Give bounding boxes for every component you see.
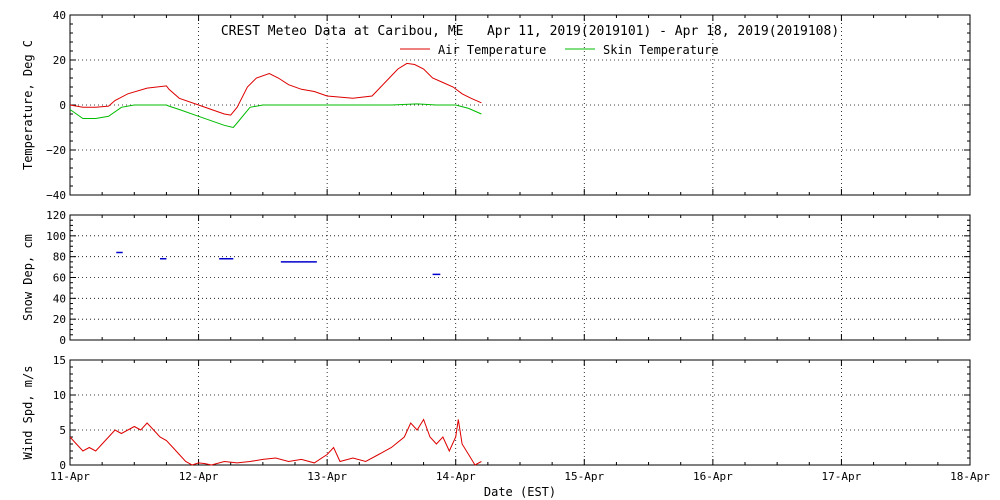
wind-speed-line	[69, 418, 482, 466]
y-tick-label: 0	[59, 99, 66, 112]
y-tick-label: 60	[53, 272, 66, 285]
y-axis-label: Wind Spd, m/s	[21, 366, 35, 460]
x-tick-label: 13-Apr	[307, 470, 347, 483]
y-axis-label: Temperature, Deg C	[21, 40, 35, 170]
skin-temperature-line	[69, 103, 482, 129]
y-tick-label: 120	[46, 209, 66, 222]
legend-label: Air Temperature	[438, 43, 546, 57]
x-tick-label: 18-Apr	[950, 470, 990, 483]
y-axis-label: Snow Dep, cm	[21, 234, 35, 321]
x-axis-label: Date (EST)	[484, 485, 556, 499]
x-tick-label: 16-Apr	[693, 470, 733, 483]
y-tick-label: 20	[53, 313, 66, 326]
panel-2: 120 100 80 60 40 20 0 Snow Dep, cm	[21, 209, 971, 347]
y-tick-label: 0	[59, 459, 66, 472]
panel-frame	[69, 359, 971, 466]
y-tick-label: 15	[53, 354, 66, 367]
y-tick-label: 5	[59, 424, 66, 437]
legend: Air Temperature Skin Temperature	[400, 43, 719, 57]
chart-title: CREST Meteo Data at Caribou, ME Apr 11, …	[221, 24, 839, 39]
panel-1: 40 20 0 −20 −40 Temperature, Deg C	[21, 9, 971, 202]
air-temperature-line	[69, 62, 482, 116]
y-tick-label: 40	[53, 9, 66, 22]
y-tick-label: 0	[59, 334, 66, 347]
y-tick-label: 10	[53, 389, 66, 402]
x-tick-label: 14-Apr	[436, 470, 476, 483]
y-tick-label: 40	[53, 292, 66, 305]
y-tick-label: −40	[46, 189, 66, 202]
y-tick-label: −20	[46, 144, 66, 157]
x-tick-label: 11-Apr	[50, 470, 90, 483]
y-tick-label: 80	[53, 251, 66, 264]
x-tick-label: 12-Apr	[179, 470, 219, 483]
panel-frame	[69, 214, 971, 341]
x-tick-label: 17-Apr	[822, 470, 862, 483]
y-tick-label: 100	[46, 230, 66, 243]
legend-label: Skin Temperature	[603, 43, 719, 57]
y-tick-label: 20	[53, 54, 66, 67]
panel-3: 15 10 5 0 Wind Spd, m/s	[21, 354, 971, 472]
x-tick-label: 15-Apr	[564, 470, 604, 483]
